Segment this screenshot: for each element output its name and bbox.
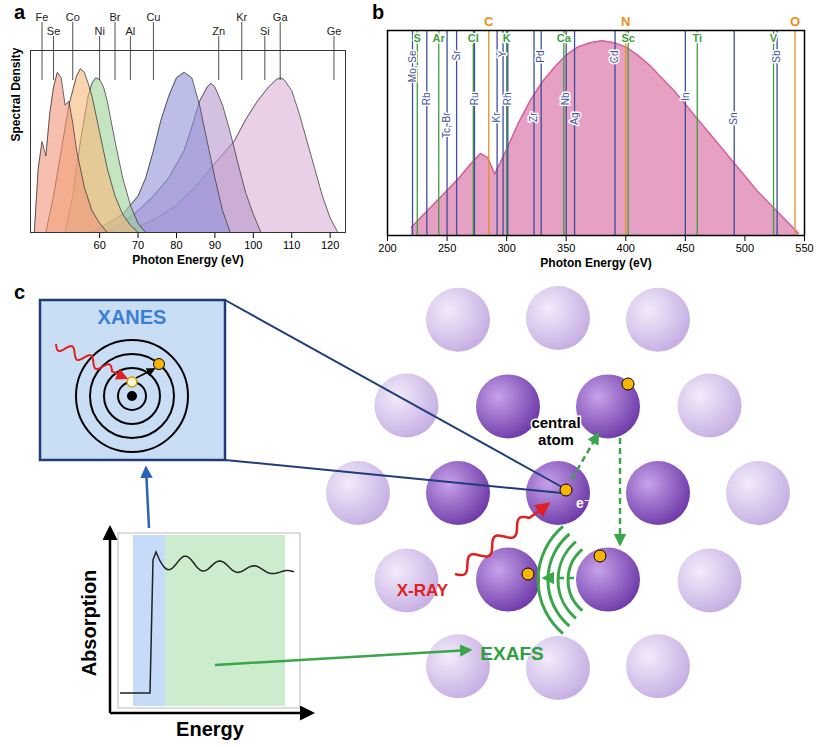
svg-text:Absorption: Absorption	[78, 570, 100, 677]
svg-text:Ag: Ag	[569, 113, 580, 125]
svg-text:Mo, Se: Mo, Se	[407, 50, 418, 82]
svg-text:Se: Se	[47, 25, 60, 37]
svg-text:500: 500	[736, 242, 754, 254]
svg-text:400: 400	[617, 242, 635, 254]
svg-text:Energy: Energy	[176, 718, 245, 740]
svg-text:Y: Y	[497, 50, 508, 57]
svg-text:550: 550	[795, 242, 813, 254]
svg-text:EXAFS: EXAFS	[480, 643, 543, 664]
svg-text:Ga: Ga	[273, 11, 289, 23]
svg-text:Pd: Pd	[535, 51, 546, 63]
html-text:c: c	[14, 281, 26, 303]
svg-text:Zn: Zn	[212, 25, 225, 37]
svg-text:O: O	[790, 14, 800, 29]
svg-text:90: 90	[209, 239, 221, 251]
svg-text:Ti: Ti	[692, 32, 702, 44]
svg-text:Nb: Nb	[560, 92, 571, 105]
svg-text:X-RAY: X-RAY	[397, 581, 449, 600]
svg-text:250: 250	[438, 242, 456, 254]
svg-text:Spectral Density: Spectral Density	[9, 47, 23, 141]
svg-text:V: V	[770, 32, 778, 44]
svg-text:300: 300	[497, 242, 515, 254]
svg-text:Co: Co	[66, 11, 80, 23]
svg-text:Cl: Cl	[468, 32, 479, 44]
svg-text:K: K	[503, 32, 511, 44]
html-text:a: a	[14, 1, 26, 23]
html-text:b: b	[372, 1, 385, 23]
svg-text:Rb: Rb	[421, 92, 432, 105]
svg-text:Sn: Sn	[728, 113, 739, 125]
svg-text:Zr: Zr	[528, 112, 539, 122]
svg-text:100: 100	[244, 239, 262, 251]
svg-text:120: 120	[321, 239, 339, 251]
svg-text:Fe: Fe	[36, 11, 49, 23]
svg-text:Kr: Kr	[491, 112, 502, 123]
svg-text:Ru: Ru	[469, 93, 480, 106]
svg-text:Photon Energy (eV): Photon Energy (eV)	[132, 253, 243, 267]
svg-text:Rh: Rh	[502, 93, 513, 106]
svg-text:N: N	[621, 14, 630, 29]
svg-text:350: 350	[557, 242, 575, 254]
svg-text:Br: Br	[110, 11, 121, 23]
svg-text:450: 450	[676, 242, 694, 254]
svg-text:60: 60	[94, 239, 106, 251]
svg-text:Sr: Sr	[451, 50, 462, 61]
svg-text:Kr: Kr	[236, 11, 247, 23]
svg-text:C: C	[484, 14, 494, 29]
svg-text:80: 80	[170, 239, 182, 251]
svg-text:Al: Al	[125, 25, 135, 37]
svg-text:Ar: Ar	[433, 32, 446, 44]
svg-text:110: 110	[283, 239, 301, 251]
svg-text:In: In	[680, 93, 691, 101]
svg-text:Ni: Ni	[94, 25, 104, 37]
svg-text:Tc, Br: Tc, Br	[441, 112, 452, 138]
svg-text:Sb: Sb	[771, 50, 782, 63]
svg-text:Ca: Ca	[557, 32, 572, 44]
svg-text:atom: atom	[538, 431, 574, 448]
svg-text:S: S	[414, 32, 421, 44]
svg-text:central: central	[531, 414, 580, 431]
svg-text:200: 200	[378, 242, 396, 254]
svg-text:Cd: Cd	[609, 51, 620, 64]
svg-text:Ge: Ge	[327, 25, 342, 37]
svg-text:Photon Energy (eV): Photon Energy (eV)	[540, 256, 651, 270]
svg-text:XANES: XANES	[98, 306, 167, 328]
svg-text:70: 70	[132, 239, 144, 251]
svg-text:Cu: Cu	[146, 11, 160, 23]
svg-text:e⁻: e⁻	[576, 495, 591, 511]
svg-text:Si: Si	[260, 25, 270, 37]
svg-text:Sc: Sc	[621, 32, 634, 44]
